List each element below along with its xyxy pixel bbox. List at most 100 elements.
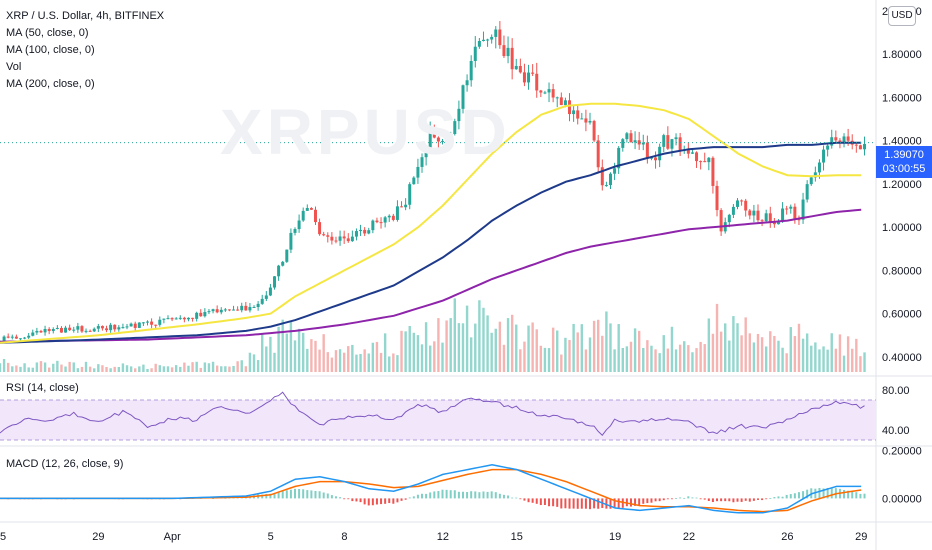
volume-bar	[252, 354, 256, 372]
macd-histogram-bar	[527, 498, 530, 503]
price-tick-label: 1.00000	[882, 222, 922, 234]
volume-bar	[220, 366, 223, 372]
time-tick-label: 25	[0, 531, 6, 543]
candle-body	[588, 121, 592, 123]
price-tick-label: 1.40000	[882, 136, 922, 148]
candle-body	[510, 47, 514, 70]
volume-bar	[23, 363, 26, 372]
volume-bar	[215, 365, 219, 372]
macd-histogram-bar	[494, 492, 497, 499]
indicator-ma50[interactable]: MA (50, close, 0)	[6, 27, 89, 39]
candle-body	[35, 330, 39, 333]
volume-bar	[732, 316, 735, 372]
macd-histogram-bar	[855, 492, 858, 499]
candle-body	[654, 157, 658, 161]
candle-body	[129, 323, 133, 327]
macd-histogram-bar	[306, 490, 309, 499]
macd-histogram-bar	[281, 490, 284, 499]
macd-histogram-bar	[748, 498, 751, 502]
macd-histogram-bar	[740, 498, 743, 502]
candle-body	[408, 184, 412, 205]
volume-bar	[756, 333, 760, 372]
rsi-tick-label: 40.00	[882, 425, 910, 437]
candle-body	[92, 328, 96, 332]
macd-histogram-bar	[535, 498, 538, 504]
volume-bar	[15, 365, 18, 372]
macd-histogram-bar	[461, 491, 464, 499]
candle-body	[543, 92, 547, 94]
candle-body	[453, 121, 457, 135]
macd-histogram-bar	[564, 498, 567, 509]
candle-body	[252, 307, 256, 309]
candle-body	[822, 149, 826, 163]
macd-histogram-bar	[785, 494, 788, 499]
volume-bar	[642, 347, 645, 372]
volume-bar	[72, 362, 75, 372]
macd-histogram-bar	[732, 498, 735, 503]
volume-bar	[580, 324, 584, 372]
candle-body	[522, 72, 526, 83]
volume-bar	[101, 365, 104, 372]
candle-body	[518, 65, 522, 73]
candle-body	[178, 317, 182, 319]
macd-histogram-bar	[822, 488, 825, 499]
macd-histogram-bar	[351, 498, 354, 502]
volume-bar	[183, 362, 186, 372]
candle-body	[486, 39, 490, 41]
symbol-title[interactable]: XRP / U.S. Dollar, 4h, BITFINEX	[6, 10, 165, 22]
macd-histogram-bar	[314, 490, 317, 499]
candle-body	[55, 327, 59, 329]
volume-bar	[818, 349, 821, 372]
candle-body	[375, 220, 379, 223]
volume-bar	[400, 330, 403, 372]
macd-histogram-bar	[675, 498, 678, 499]
indicator-ma100[interactable]: MA (100, close, 0)	[6, 44, 95, 56]
volume-bar	[863, 352, 866, 372]
indicator-vol[interactable]: Vol	[6, 61, 22, 73]
volume-bar	[142, 364, 145, 372]
volume-bar	[150, 368, 153, 372]
macd-histogram-bar	[355, 498, 358, 502]
candle-body	[404, 204, 408, 208]
macd-histogram-bar	[310, 490, 313, 499]
candle-body	[600, 167, 604, 186]
candle-body	[854, 144, 858, 146]
candle-body	[736, 200, 740, 207]
candle-body	[305, 207, 309, 211]
candle-body	[744, 200, 748, 211]
candle-body	[371, 220, 375, 231]
macd-histogram-bar	[371, 498, 374, 506]
candle-body	[359, 229, 363, 232]
macd-histogram-bar	[687, 496, 690, 499]
volume-bar	[56, 360, 59, 372]
volume-bar	[547, 348, 551, 372]
volume-bar	[191, 362, 194, 372]
macd-histogram-bar	[367, 498, 370, 506]
volume-bar	[314, 340, 317, 372]
volume-bar	[834, 348, 838, 372]
macd-histogram-bar	[384, 498, 387, 504]
volume-bar	[769, 331, 772, 372]
volume-bar	[498, 321, 502, 372]
candle-body	[281, 261, 285, 266]
volume-bar	[265, 346, 268, 372]
indicator-ma200[interactable]: MA (200, close, 0)	[6, 78, 95, 90]
price-tick-label: 0.80000	[882, 265, 922, 277]
volume-bar	[342, 352, 346, 372]
candle-body	[199, 312, 203, 317]
candle-body	[10, 336, 14, 338]
volume-bar	[596, 319, 600, 372]
candle-body	[555, 97, 559, 99]
candle-body	[834, 137, 838, 141]
volume-bar	[523, 341, 526, 372]
rsi-legend[interactable]: RSI (14, close)	[6, 382, 79, 394]
volume-bar	[240, 360, 243, 372]
candle-body	[535, 73, 539, 91]
candle-body	[43, 328, 47, 333]
volume-bar	[724, 323, 727, 372]
candle-body	[248, 307, 252, 311]
macd-histogram-bar	[277, 491, 280, 499]
candle-body	[461, 85, 465, 109]
macd-legend[interactable]: MACD (12, 26, close, 9)	[6, 458, 124, 470]
currency-button[interactable]: USD	[888, 6, 916, 26]
